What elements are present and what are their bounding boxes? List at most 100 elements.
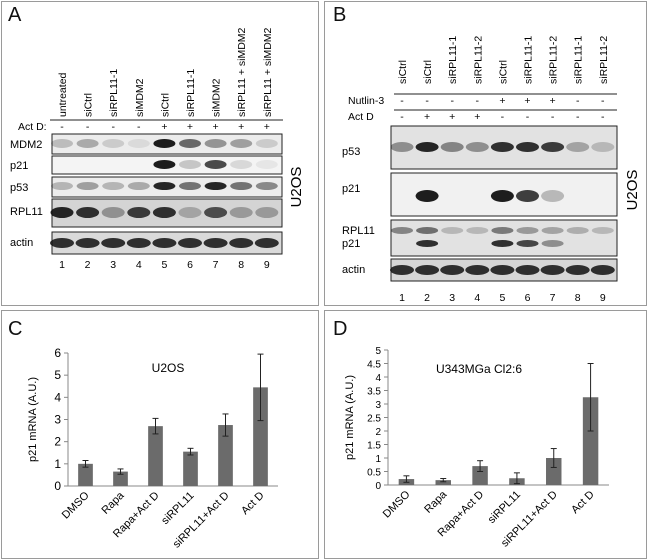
panelB-cell-line-label: U2OS <box>624 170 641 211</box>
panelB-treatment-label: Nutlin-3 <box>348 95 384 107</box>
bar <box>218 425 233 486</box>
panelA-band-rpl11 <box>50 207 74 218</box>
panelA-band-actin <box>203 238 228 248</box>
x-tick-label: DMSO <box>60 489 92 521</box>
y-tick-label: 2 <box>375 427 381 438</box>
panelA-treatment-sign: - <box>137 121 141 133</box>
y-tick-label: 2.5 <box>367 414 381 425</box>
panelA-band-p21 <box>230 160 253 169</box>
panelB-band-rpl11 <box>566 227 589 234</box>
panelB-treatment-sign: + <box>424 111 430 123</box>
panelA-band-p53 <box>204 182 227 190</box>
panelB-band-rpl11 <box>541 240 564 247</box>
panelA-band-actin <box>152 238 177 248</box>
panelB-band-p53 <box>490 142 514 152</box>
panelA-lane-number: 8 <box>238 259 244 271</box>
panelB-band-p53 <box>541 142 565 152</box>
panelB-band-p21 <box>541 190 565 202</box>
panelB-band-rpl11 <box>416 240 439 247</box>
panelB-treatment-sign: + <box>499 95 505 107</box>
panelA-lane-label: siRPL11-1 <box>108 69 120 117</box>
panelB-band-actin <box>415 265 440 275</box>
panelB-treatment-sign: - <box>425 95 429 107</box>
panelB-lane-label: siCtrl <box>497 60 509 84</box>
panelB-band-p53 <box>566 142 590 152</box>
panelB-lane-number: 9 <box>600 292 606 304</box>
y-tick-label: 4.5 <box>367 360 381 371</box>
panelA-treatment-sign: - <box>60 121 64 133</box>
panelA-band-rpl11 <box>229 207 253 218</box>
panelA-blot-label: RPL11 <box>10 206 43 218</box>
panelA-band-rpl11 <box>101 207 125 218</box>
bar <box>435 480 451 485</box>
y-tick-label: 4 <box>54 390 61 404</box>
panelA-lane-number: 1 <box>59 259 65 271</box>
panelB-lane-label: siRPL11-2 <box>598 36 610 84</box>
panelA-treatment-sign: + <box>264 121 270 133</box>
panelB-band-actin <box>515 265 540 275</box>
panelA-lane-number: 3 <box>110 259 116 271</box>
panelB-band-rpl11 <box>441 227 464 234</box>
panelA-band-rpl11 <box>204 207 228 218</box>
panelB-blot-label: p53 <box>342 146 360 158</box>
panelB-band-p53 <box>591 142 615 152</box>
panelB-lane-number: 1 <box>399 292 405 304</box>
bar <box>472 466 488 485</box>
panelA-band-mdm2 <box>51 139 73 148</box>
panel-a-frame <box>1 1 319 306</box>
panelB-lane-number: 6 <box>525 292 531 304</box>
panelB-band-rpl11 <box>416 227 439 234</box>
panelA-band-p21 <box>255 160 278 169</box>
y-tick-label: 1.5 <box>367 441 381 452</box>
y-tick-label: 1 <box>375 454 381 465</box>
chart-title: U343MGa Cl2:6 <box>436 362 522 376</box>
panelA-treatment-sign: + <box>161 121 167 133</box>
panel-d-frame <box>324 310 647 559</box>
panel-a-label: A <box>8 4 22 26</box>
panelB-band-actin <box>590 265 615 275</box>
panel-c-frame <box>1 310 319 559</box>
panelB-band-p21 <box>415 190 439 202</box>
panelB-blot-label: actin <box>342 264 365 276</box>
panelA-band-p21 <box>204 160 227 169</box>
panelB-treatment-sign: + <box>550 95 556 107</box>
panelB-band-p21 <box>516 190 539 202</box>
panelB-blot-label: RPL11 <box>342 225 375 237</box>
panelA-lane-label: untreated <box>57 72 69 117</box>
panelA-lane-label: siCtrl <box>83 93 95 117</box>
panelA-band-rpl11 <box>127 207 151 218</box>
y-tick-label: 3 <box>375 400 381 411</box>
panel-d-bar-chart: U343MGa Cl2:6 p21 mRNA (A.U.) 0 0.5 1 1.5 2 2.5… <box>344 346 609 550</box>
bar <box>253 387 268 486</box>
y-tick-label: 4 <box>375 373 381 384</box>
panelA-treatment-sign: - <box>86 121 90 133</box>
panelA-blot-label: actin <box>10 237 33 249</box>
y-tick-label: 0 <box>375 481 381 492</box>
panelA-band-mdm2 <box>230 139 253 148</box>
panelA-treatment-sign: - <box>111 121 115 133</box>
panelB-treatment-sign: - <box>400 95 404 107</box>
panelB-band-rpl11 <box>591 227 614 234</box>
panelB-lane-label: siRPL11-1 <box>447 36 459 84</box>
bar <box>183 451 198 486</box>
panelB-band-actin <box>565 265 590 275</box>
panelA-lane-label: siMDM2 <box>211 78 223 117</box>
panelA-band-actin <box>75 238 100 248</box>
y-tick-label: 6 <box>54 346 61 360</box>
panelA-treatment-sign: + <box>187 121 193 133</box>
panelA-band-p53 <box>76 182 99 190</box>
panelA-band-p21 <box>153 160 176 169</box>
bar <box>113 471 128 486</box>
panelA-band-mdm2 <box>76 139 99 148</box>
panelB-lane-number: 3 <box>449 292 455 304</box>
panelA-band-p53 <box>230 182 253 190</box>
x-tick-label: Act D <box>239 490 267 518</box>
panelB-lane-number: 4 <box>474 292 480 304</box>
panelA-lane-number: 7 <box>213 259 219 271</box>
panel-b-label: B <box>333 4 347 26</box>
panelA-lane-number: 6 <box>187 259 193 271</box>
panelA-band-actin <box>178 238 202 248</box>
panelB-treatment-sign: - <box>526 111 530 123</box>
